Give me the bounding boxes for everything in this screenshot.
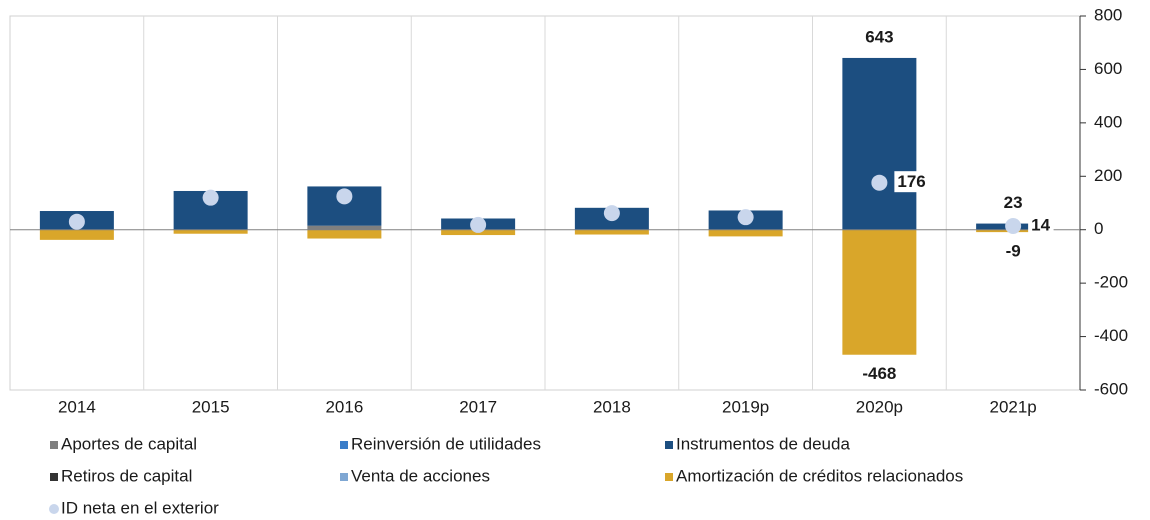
point [202, 189, 219, 206]
data-label: 23 [1004, 193, 1023, 212]
bar [307, 225, 382, 230]
data-label: 643 [865, 27, 893, 46]
y-tick-label: 200 [1094, 166, 1122, 185]
bar [842, 229, 917, 355]
x-tick-label: 2015 [192, 397, 230, 416]
legend-label: Aportes de capital [61, 434, 197, 453]
point [336, 188, 353, 205]
legend-marker [49, 504, 59, 514]
legend-marker [50, 473, 58, 481]
bar [39, 229, 114, 240]
point [1005, 217, 1022, 234]
bar [842, 57, 917, 230]
bar [574, 229, 649, 235]
legend-label: Reinversión de utilidades [351, 434, 541, 453]
legend-marker [340, 441, 348, 449]
label-box [1028, 214, 1054, 236]
x-tick-label: 2021p [989, 397, 1036, 416]
x-tick-label: 2019p [722, 397, 769, 416]
x-tick-label: 2018 [593, 397, 631, 416]
point [737, 209, 754, 226]
y-tick-label: 400 [1094, 112, 1122, 131]
legend-marker [50, 441, 58, 449]
legend-marker [665, 473, 673, 481]
legend-label: ID neta en el exterior [61, 498, 219, 517]
y-tick-label: -200 [1094, 273, 1128, 292]
legend-marker [340, 473, 348, 481]
legend-label: Venta de acciones [351, 466, 490, 485]
legend-label: Retiros de capital [61, 466, 192, 485]
y-tick-label: 0 [1094, 219, 1103, 238]
bar [173, 229, 248, 234]
label-box [894, 171, 929, 193]
x-tick-label: 2014 [58, 397, 96, 416]
y-tick-label: 800 [1094, 5, 1122, 24]
bar [708, 229, 783, 237]
point [470, 216, 487, 233]
data-label: 176 [897, 172, 925, 191]
x-tick-label: 2020p [856, 397, 903, 416]
x-tick-label: 2016 [325, 397, 363, 416]
data-label: -468 [862, 364, 896, 383]
bar [307, 229, 382, 239]
point [603, 205, 620, 222]
x-tick-label: 2017 [459, 397, 497, 416]
legend-marker [665, 441, 673, 449]
data-label: 14 [1031, 215, 1050, 234]
point [68, 213, 85, 230]
data-label: -9 [1006, 242, 1021, 261]
y-tick-label: 600 [1094, 59, 1122, 78]
legend-label: Amortización de créditos relacionados [676, 466, 963, 485]
point [871, 174, 888, 191]
legend-label: Instrumentos de deuda [676, 434, 850, 453]
y-tick-label: -600 [1094, 379, 1128, 398]
y-tick-label: -400 [1094, 326, 1128, 345]
